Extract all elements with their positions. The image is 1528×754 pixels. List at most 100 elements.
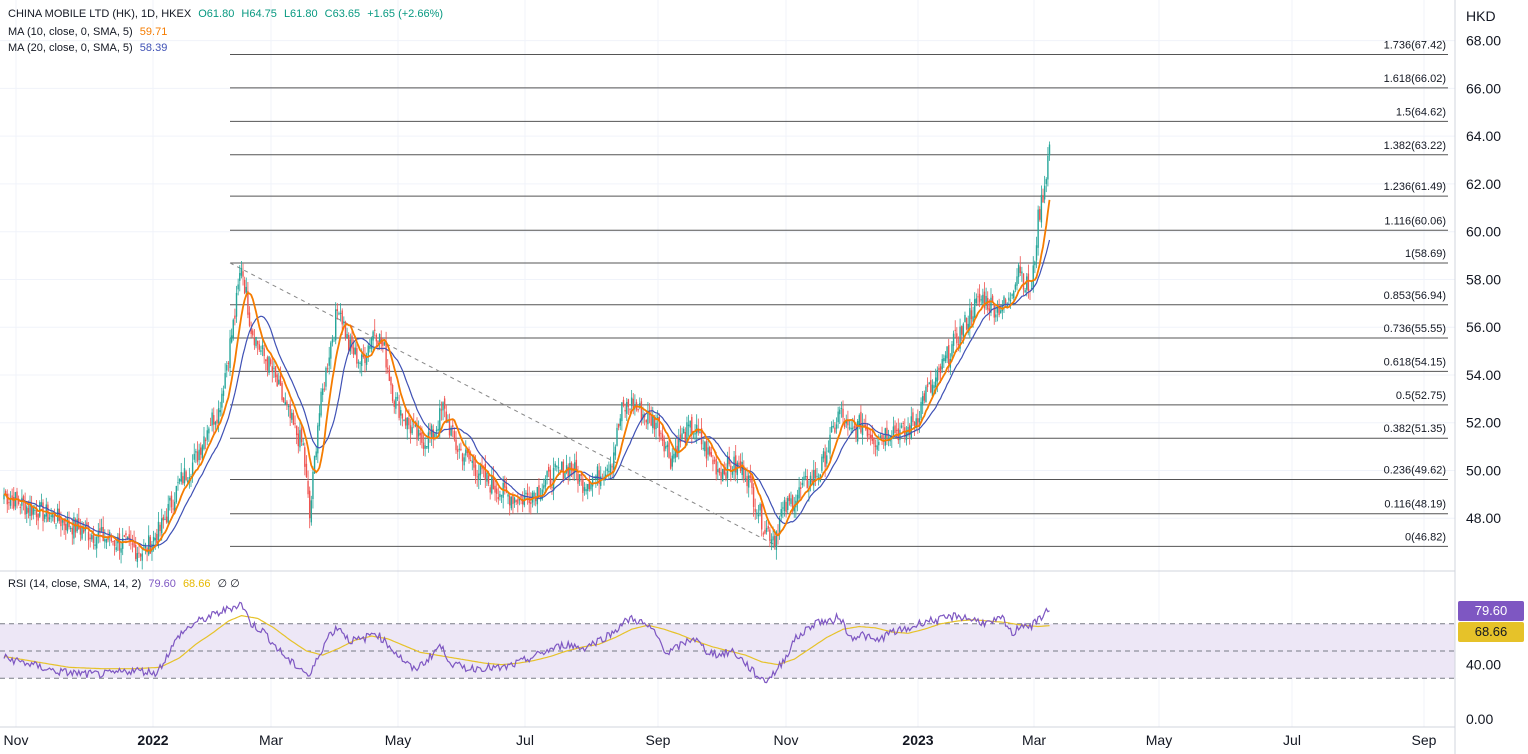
candle-body — [323, 388, 326, 390]
candle-body — [131, 543, 134, 545]
candle-body — [452, 425, 454, 428]
candle-body — [504, 480, 506, 488]
candle-body — [556, 465, 558, 467]
candle-body — [826, 455, 828, 464]
ma10-legend[interactable]: MA (10, close, 0, SMA, 5) 59.71 — [8, 26, 171, 38]
candle-body — [91, 534, 93, 540]
candle-body — [858, 415, 860, 426]
candle-body — [665, 446, 667, 449]
time-tick-label: Sep — [646, 732, 671, 748]
dashed-trendline[interactable] — [229, 262, 779, 547]
candle-body — [411, 427, 413, 434]
candle-body — [1006, 303, 1008, 307]
candle-body — [552, 467, 555, 491]
candle-body — [669, 458, 672, 469]
candle-body — [871, 434, 873, 441]
candle-body — [245, 286, 247, 293]
candle-body — [630, 397, 633, 407]
candle-body — [1043, 185, 1046, 200]
candle-body — [806, 476, 808, 489]
candle-body — [193, 453, 195, 460]
candle-body — [123, 535, 126, 537]
candle-body — [8, 502, 10, 504]
candle-body — [398, 401, 400, 418]
candle-body — [164, 518, 166, 520]
price-axis[interactable]: 48.00 50.00 52.00 54.00 56.00 58.00 60.00 62.00… — [1466, 33, 1501, 527]
candle-body — [217, 408, 220, 424]
candle-body — [336, 309, 339, 311]
candle-body — [27, 508, 30, 513]
candle-body — [985, 295, 987, 306]
candle-body — [24, 501, 26, 515]
symbol-title[interactable]: CHINA MOBILE LTD (HK), 1D, HKEX — [8, 8, 192, 20]
candle-body — [6, 493, 8, 505]
candle-body — [951, 344, 953, 357]
candle-body — [95, 537, 98, 549]
candle-body — [372, 331, 374, 341]
candle-body — [195, 451, 197, 453]
ma20-legend[interactable]: MA (20, close, 0, SMA, 5) 58.39 — [8, 42, 171, 54]
time-tick-label: 2022 — [137, 732, 168, 748]
main-legend[interactable]: CHINA MOBILE LTD (HK), 1D, HKEX O61.80 H… — [8, 8, 447, 20]
candle-body — [416, 423, 418, 440]
candle-body — [543, 485, 545, 489]
candle-body — [19, 506, 21, 508]
candle-body — [853, 425, 856, 429]
candle-body — [474, 464, 477, 477]
candle-body — [580, 474, 582, 476]
candle-body — [533, 492, 535, 497]
rsi-axis[interactable]: 0.00 40.00 — [1466, 657, 1501, 727]
time-axis[interactable]: Nov 2022 Mar May Jul Sep Nov 2023 Mar May Jul Sep — [4, 732, 1437, 748]
candle-body — [152, 536, 155, 542]
candle-body — [271, 366, 273, 373]
fib-retracement[interactable]: 0(46.82) 0.116(48.19) 0.236(49.62) 0.382(51… — [230, 40, 1448, 547]
candle-body — [317, 425, 319, 454]
candle-body — [639, 403, 641, 409]
candle-body — [900, 425, 903, 428]
rsi-legend[interactable]: RSI (14, close, SMA, 14, 2) 79.60 68.66 … — [8, 577, 244, 590]
candle-body — [852, 427, 854, 430]
candle-body — [100, 527, 103, 531]
price-tick-label: 62.00 — [1466, 176, 1501, 192]
candle-body — [387, 367, 389, 370]
candle-body — [684, 432, 686, 443]
candle-body — [520, 494, 522, 498]
candle-body — [138, 552, 140, 554]
candle-body — [513, 497, 516, 503]
candle-body — [232, 319, 234, 338]
candle-body — [855, 425, 857, 439]
candle-body — [403, 420, 405, 422]
candle-body — [723, 466, 726, 475]
candle-body — [822, 451, 825, 459]
ohlc-open: O61.80 — [198, 8, 235, 20]
candle-body — [443, 398, 446, 409]
candle-body — [268, 356, 270, 374]
candle-body — [843, 421, 846, 428]
candle-body — [559, 469, 561, 471]
candle-body — [489, 487, 491, 493]
candle-body — [995, 314, 997, 318]
candle-body — [645, 419, 647, 423]
candle-body — [156, 533, 158, 544]
candle-body — [406, 417, 408, 430]
candle-body — [300, 428, 303, 443]
candle-body — [313, 456, 316, 474]
price-tick-label: 66.00 — [1466, 80, 1501, 96]
candle-body — [125, 533, 127, 536]
candle-body — [60, 516, 62, 527]
candle-body — [250, 327, 252, 334]
candle-body — [629, 408, 631, 411]
candle-body — [71, 527, 73, 535]
candle-body — [881, 435, 883, 439]
candle-body — [48, 517, 51, 520]
candle-body — [619, 418, 621, 426]
candle-body — [770, 539, 773, 544]
candle-body — [627, 399, 630, 407]
candle-body — [847, 420, 849, 426]
fib-level-label: 0.618(54.15) — [1384, 356, 1446, 368]
candle-body — [357, 362, 360, 364]
candle-body — [234, 315, 236, 319]
candle-body — [917, 418, 919, 425]
rsi-value: 79.60 — [148, 578, 176, 590]
